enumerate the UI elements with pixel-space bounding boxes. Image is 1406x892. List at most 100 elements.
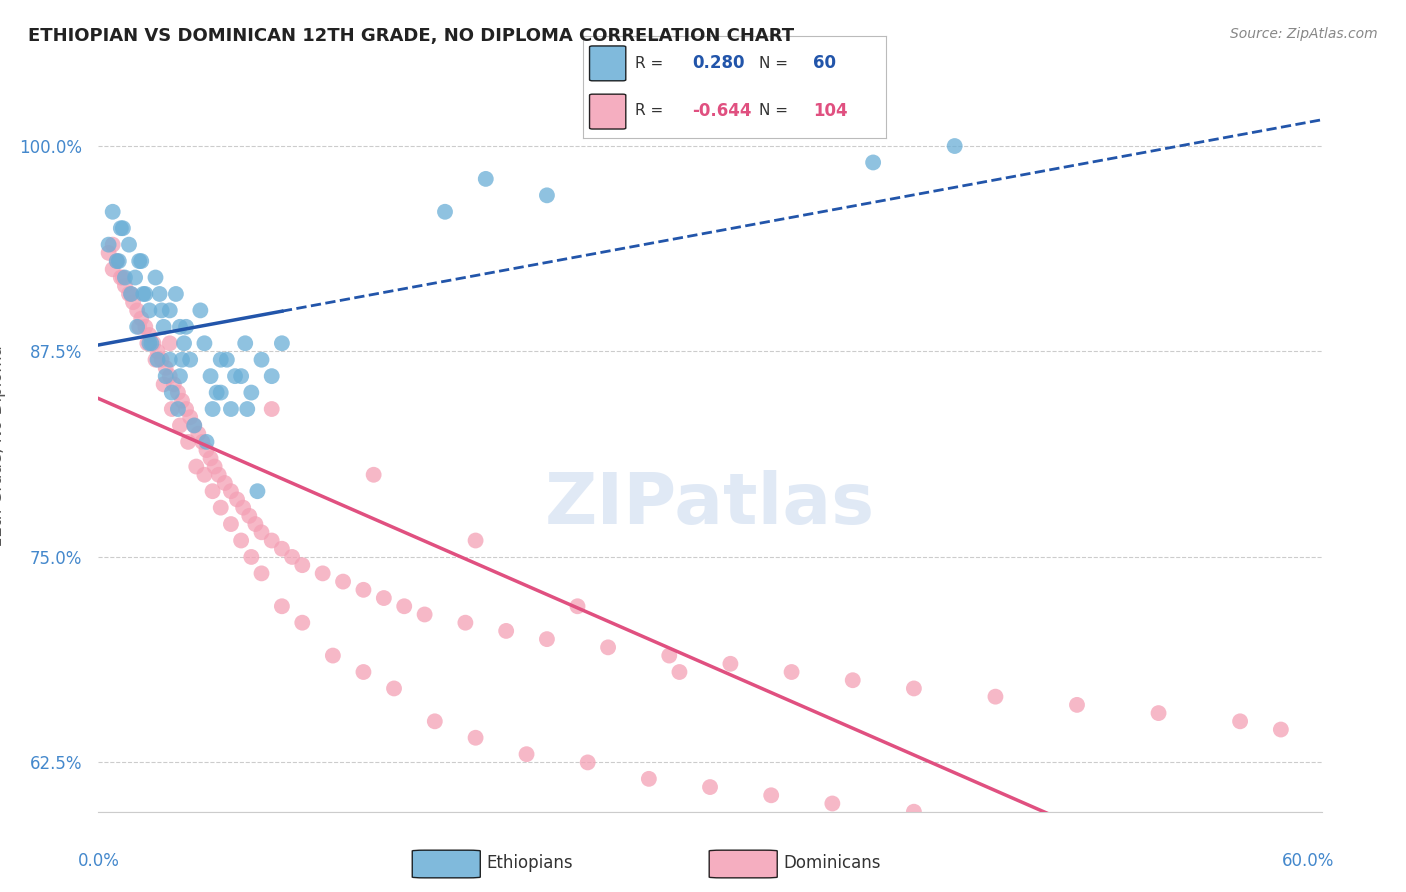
Point [1249, 846, 1271, 860]
Point [138, 328, 160, 343]
Point [214, 475, 236, 490]
Point [152, 319, 174, 334]
Point [129, 311, 152, 326]
Point [114, 270, 136, 285]
Point [1291, 854, 1313, 868]
Point [195, 443, 218, 458]
Point [260, 369, 283, 384]
Point [155, 360, 177, 375]
Point [169, 418, 191, 433]
Point [138, 336, 160, 351]
Point [204, 459, 226, 474]
Point [97, 237, 120, 252]
Point [1147, 706, 1170, 720]
Point [136, 336, 159, 351]
Point [270, 599, 294, 614]
Point [862, 155, 884, 169]
Point [118, 287, 141, 301]
Point [101, 237, 124, 252]
Point [111, 270, 134, 285]
Point [322, 648, 344, 663]
Point [423, 714, 446, 729]
Text: R =: R = [636, 103, 664, 118]
Point [145, 352, 167, 367]
Point [205, 385, 228, 400]
Point [224, 369, 246, 384]
Point [195, 434, 218, 449]
Point [215, 352, 238, 367]
Point [187, 426, 209, 441]
Point [260, 402, 283, 417]
Point [598, 640, 620, 655]
Point [120, 287, 142, 301]
Point [352, 582, 374, 597]
Point [114, 278, 136, 293]
Text: Dominicans: Dominicans [783, 854, 882, 872]
Point [191, 434, 214, 449]
Point [332, 574, 354, 589]
Point [209, 500, 232, 515]
Point [97, 245, 120, 260]
Point [231, 369, 253, 384]
Point [413, 607, 436, 622]
Point [200, 451, 222, 466]
Point [160, 385, 183, 400]
Point [174, 402, 197, 417]
Point [965, 813, 987, 827]
Point [159, 352, 181, 367]
Point [138, 303, 160, 318]
Point [110, 270, 132, 285]
Point [170, 352, 193, 367]
Point [159, 303, 181, 318]
Point [150, 303, 173, 318]
Point [668, 665, 690, 679]
Point [658, 648, 681, 663]
Point [170, 393, 193, 408]
Text: 0.280: 0.280 [692, 54, 745, 72]
Point [576, 756, 599, 770]
Point [516, 747, 538, 762]
Point [536, 188, 558, 202]
Text: ETHIOPIAN VS DOMINICAN 12TH GRADE, NO DIPLOMA CORRELATION CHART: ETHIOPIAN VS DOMINICAN 12TH GRADE, NO DI… [28, 27, 794, 45]
Point [120, 287, 142, 301]
Point [127, 319, 149, 334]
Point [186, 459, 208, 474]
Point [155, 369, 177, 384]
Point [122, 295, 145, 310]
Point [173, 336, 195, 351]
Point [183, 418, 205, 433]
Point [984, 690, 1007, 704]
Point [495, 624, 517, 638]
Point [434, 204, 457, 219]
Point [179, 352, 201, 367]
Point [201, 402, 224, 417]
Point [200, 369, 222, 384]
Point [699, 780, 721, 794]
Point [208, 467, 231, 482]
Point [761, 789, 783, 803]
Point [392, 599, 416, 614]
Point [128, 254, 150, 268]
Text: 0.0%: 0.0% [77, 852, 120, 870]
Point [236, 402, 259, 417]
Point [1270, 723, 1292, 737]
Point [1229, 714, 1251, 729]
Point [281, 549, 304, 564]
Point [146, 352, 169, 367]
Point [152, 377, 174, 392]
Point [464, 731, 486, 745]
Point [134, 287, 156, 301]
Point [193, 336, 215, 351]
Point [246, 484, 269, 499]
Point [179, 410, 201, 425]
Point [841, 673, 863, 688]
Point [260, 533, 283, 548]
Point [780, 665, 803, 679]
Point [245, 517, 267, 532]
FancyBboxPatch shape [589, 95, 626, 129]
Point [193, 467, 215, 482]
Point [110, 221, 132, 235]
FancyBboxPatch shape [589, 46, 626, 81]
Point [183, 418, 205, 433]
Text: 60: 60 [813, 54, 837, 72]
